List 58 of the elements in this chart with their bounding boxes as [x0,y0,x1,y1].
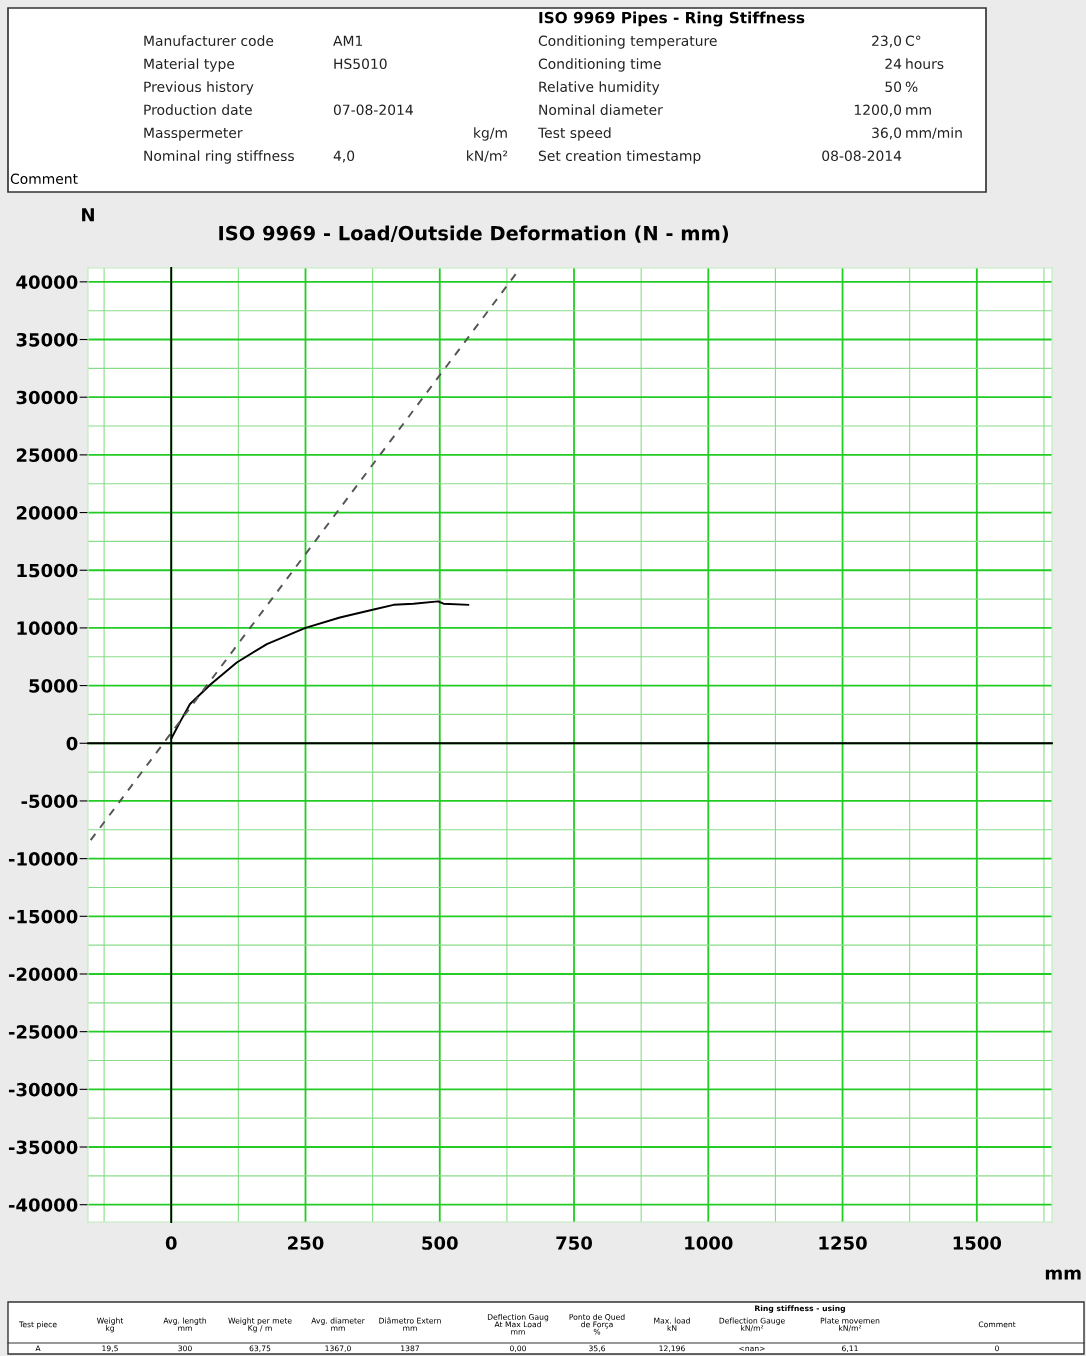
text: Nominal ring stiffness [144,150,294,164]
text: Production date [144,104,252,116]
text: Relative humidity [539,81,660,95]
text: HS5010 [334,58,387,70]
x-tick-label: 1500 [953,1236,1002,1250]
y-tick-label: 15000 [17,563,78,578]
text: Masspermeter [144,127,243,141]
text: 07-08-2014 [333,104,413,116]
y-tick-label: -10000 [8,852,78,866]
chart-title: ISO 9969 - Load/Outside Deformation (N - mm) [219,225,729,243]
text: 36,0 [872,127,902,140]
text: Previous history [144,81,254,95]
text: kg/m [474,127,507,141]
text: 4,0 [333,150,355,163]
text: mm/min [906,127,962,140]
y-tick-label: -35000 [8,1140,78,1155]
text: 08-08-2014 [822,150,902,162]
y-tick-label: 30000 [16,390,78,405]
y-tick-label: 0 [66,736,78,751]
text: Test speed [537,127,611,141]
text: Conditioning temperature [538,35,717,49]
y-tick-label: -15000 [8,909,78,924]
x-tick-label: 750 [556,1236,593,1250]
text: Set creation timestamp [538,150,701,164]
text: AM1 [333,35,363,46]
text: 24 [885,58,902,69]
y-tick-label: -20000 [8,967,78,982]
y-tick-label: 35000 [16,332,78,347]
x-tick-label: 500 [422,1236,458,1250]
y-tick-label: -40000 [8,1198,78,1212]
text: % [905,81,918,93]
text: Material type [144,58,235,72]
text: Nominal diameter [539,104,663,116]
x-tick-label: 1250 [819,1236,867,1250]
text: Manufacturer code [144,35,274,47]
y-tick-label: 5000 [29,679,78,693]
text: mm [906,107,931,115]
x-axis-title: mm [1045,1269,1081,1280]
text: Comment [10,173,78,185]
chart-subtitle: ISO 9969 Pipes - Ring Stiffness [539,11,805,27]
text: hours [906,58,944,70]
x-tick-label: 250 [288,1236,324,1250]
text: C° [905,35,921,47]
text: Conditioning time [538,58,661,72]
y-tick-label: 20000 [16,506,78,520]
y-tick-label: -5000 [21,794,78,809]
y-axis-title: N [82,208,94,222]
text: 1200,0 [854,104,902,117]
x-tick-label: 1000 [685,1236,733,1250]
y-tick-label: 40000 [16,275,78,289]
text: kN/m² [467,150,508,163]
y-tick-label: -30000 [8,1082,78,1097]
y-tick-label: 25000 [16,448,78,462]
text: 23,0 [872,35,902,48]
y-tick-label: 10000 [17,621,78,636]
y-tick-label: -25000 [8,1025,78,1039]
x-tick-label: 0 [165,1236,177,1250]
text: 50 [885,81,902,93]
